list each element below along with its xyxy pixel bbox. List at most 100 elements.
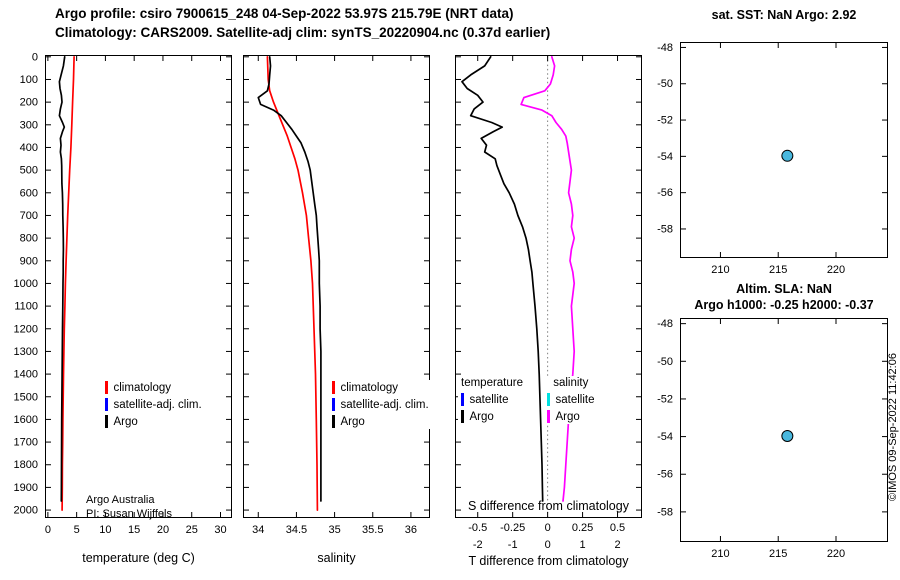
x-tick-label: 35.5 [362,524,383,536]
temperature-legend: climatology satellite-adj. clim. Argo [102,380,205,429]
s-tick-label: 0.5 [610,522,625,534]
y-tick-label: 1600 [14,414,38,426]
x-tick-label: 25 [186,524,198,536]
x-tick-label: 0 [545,539,551,551]
legend-item-argo: Argo [461,410,523,423]
sst-map-title: sat. SST: NaN Argo: 2.92 [711,8,857,22]
difference-legend: temperature satellite Argo salinity satellit… [458,376,598,424]
s-axis-label: S difference from climatology [468,499,630,513]
y-tick-label: 500 [20,165,38,177]
sla-map-title-line2: Argo h1000: -0.25 h2000: -0.37 [694,298,874,312]
legend-group: temperature satellite Argo [458,376,527,424]
legend-item-climatology: climatology [105,381,202,394]
legend-item-satellite: satellite [547,393,595,406]
y-tick-label: 1900 [14,482,38,494]
diff-profile-svg: -2 -1 0 1 2 T difference from climatology S di… [455,55,642,568]
y-tick-label: -58 [657,223,673,235]
series-climatology-line [266,55,319,511]
legend-line-sample [547,410,550,423]
y-tick-label: 0 [32,51,38,63]
series-t-diff-argo-line [461,55,544,502]
difference-profile-chart: -2 -1 0 1 2 T difference from climatology S di… [455,55,642,568]
x-axis: 210 215 220 [711,43,845,276]
x-tick-label: 34 [252,524,264,536]
series-climatology-line [61,55,75,511]
y-tick-label: 400 [20,142,38,154]
legend-group: salinity satellite Argo [544,376,598,424]
y-tick-label: -54 [657,151,673,163]
copyright-stamp: ©IMOS 09-Sep-2022 11:42:06 [887,353,899,501]
salinity-legend: climatology satellite-adj. clim. Argo [329,380,432,429]
legend-label: Argo [113,415,138,428]
y-tick-label: 900 [20,255,38,267]
axes-box [45,55,232,518]
legend-line-sample [461,410,464,423]
x-tick-label: 10 [99,524,111,536]
legend-label: satellite-adj. clim. [340,398,429,411]
series-s-diff-argo-line [520,55,576,502]
subtitle: Climatology: CARS2009. Satellite-adj cli… [55,25,551,40]
x-tick-label: 220 [827,548,845,560]
x-tick-label: 220 [827,264,845,276]
y-tick-label: 1400 [14,369,38,381]
y-tick-label: -48 [657,42,673,54]
y-tick-label: 200 [20,97,38,109]
x-axis-label: salinity [317,551,356,565]
legend-line-sample [461,393,464,406]
x-tick-label: 15 [128,524,140,536]
x-tick-label: -2 [473,539,483,551]
legend-line-sample [105,415,108,428]
legend-line-sample [332,381,335,394]
legend-item-argo: Argo [332,415,429,428]
legend-label: climatology [340,381,399,394]
legend-item-satellite: satellite [461,393,523,406]
y-tick-label: -58 [657,506,673,518]
y-tick-label: 100 [20,74,38,86]
temperature-profile-chart: 0 5 10 15 20 25 30 0 100 200 300 400 500 600 700 800 900… [14,51,232,565]
x-axis-label: temperature (deg C) [82,551,195,565]
legend-line-sample [105,381,108,394]
x-tick-label: 215 [769,264,787,276]
x-axis-label: T difference from climatology [468,554,629,568]
x-tick-label: 20 [157,524,169,536]
y-tick-label: -48 [657,318,673,330]
y-tick-label: 1700 [14,437,38,449]
y-tick-label: -52 [657,115,673,127]
axes-box [680,318,888,542]
note-line2: PI: Susan Wijffels [86,508,172,520]
legend-label: climatology [113,381,172,394]
legend-group: climatology satellite-adj. clim. Argo [102,380,205,429]
x-tick-label: -1 [508,539,518,551]
legend-label: satellite-adj. clim. [113,398,202,411]
legend-item-satellite-adj-clim: satellite-adj. clim. [105,398,202,411]
legend-group-header: salinity [553,377,589,389]
y-tick-label: 1000 [14,278,38,290]
y-tick-label: -50 [657,78,673,90]
y-tick-label: 1300 [14,346,38,358]
legend-label: satellite [555,393,595,406]
x-tick-label: 30 [214,524,226,536]
y-axis: 0 100 200 300 400 500 600 700 800 900 1000 1100 1200… [14,51,231,517]
y-axis [244,56,429,511]
legend-label: satellite [469,393,509,406]
s-tick-label: -0.5 [468,522,487,534]
y-tick-label: 800 [20,233,38,245]
y-tick-label: 1500 [14,391,38,403]
y-axis [456,56,641,511]
y-tick-label: -56 [657,187,673,199]
legend-label: Argo [340,415,365,428]
legend-item-argo: Argo [547,410,595,423]
s-tick-label: -0.25 [500,522,525,534]
legend-group-header: temperature [461,377,524,389]
sla-location-map: 210 215 220 -48 -50 -52 -54 -56 -58 [657,318,888,560]
series-argo-line [58,55,66,502]
y-tick-label: 1800 [14,459,38,471]
argo-position-marker [781,149,794,162]
x-tick-label: 0 [45,524,51,536]
y-tick-label: -54 [657,431,673,443]
sla-map-title-line1: Altim. SLA: NaN [736,282,832,296]
x-tick-label: 210 [711,264,729,276]
legend-line-sample [332,415,335,428]
argo-australia-note: Argo Australia PI: Susan Wijffels [86,493,172,521]
